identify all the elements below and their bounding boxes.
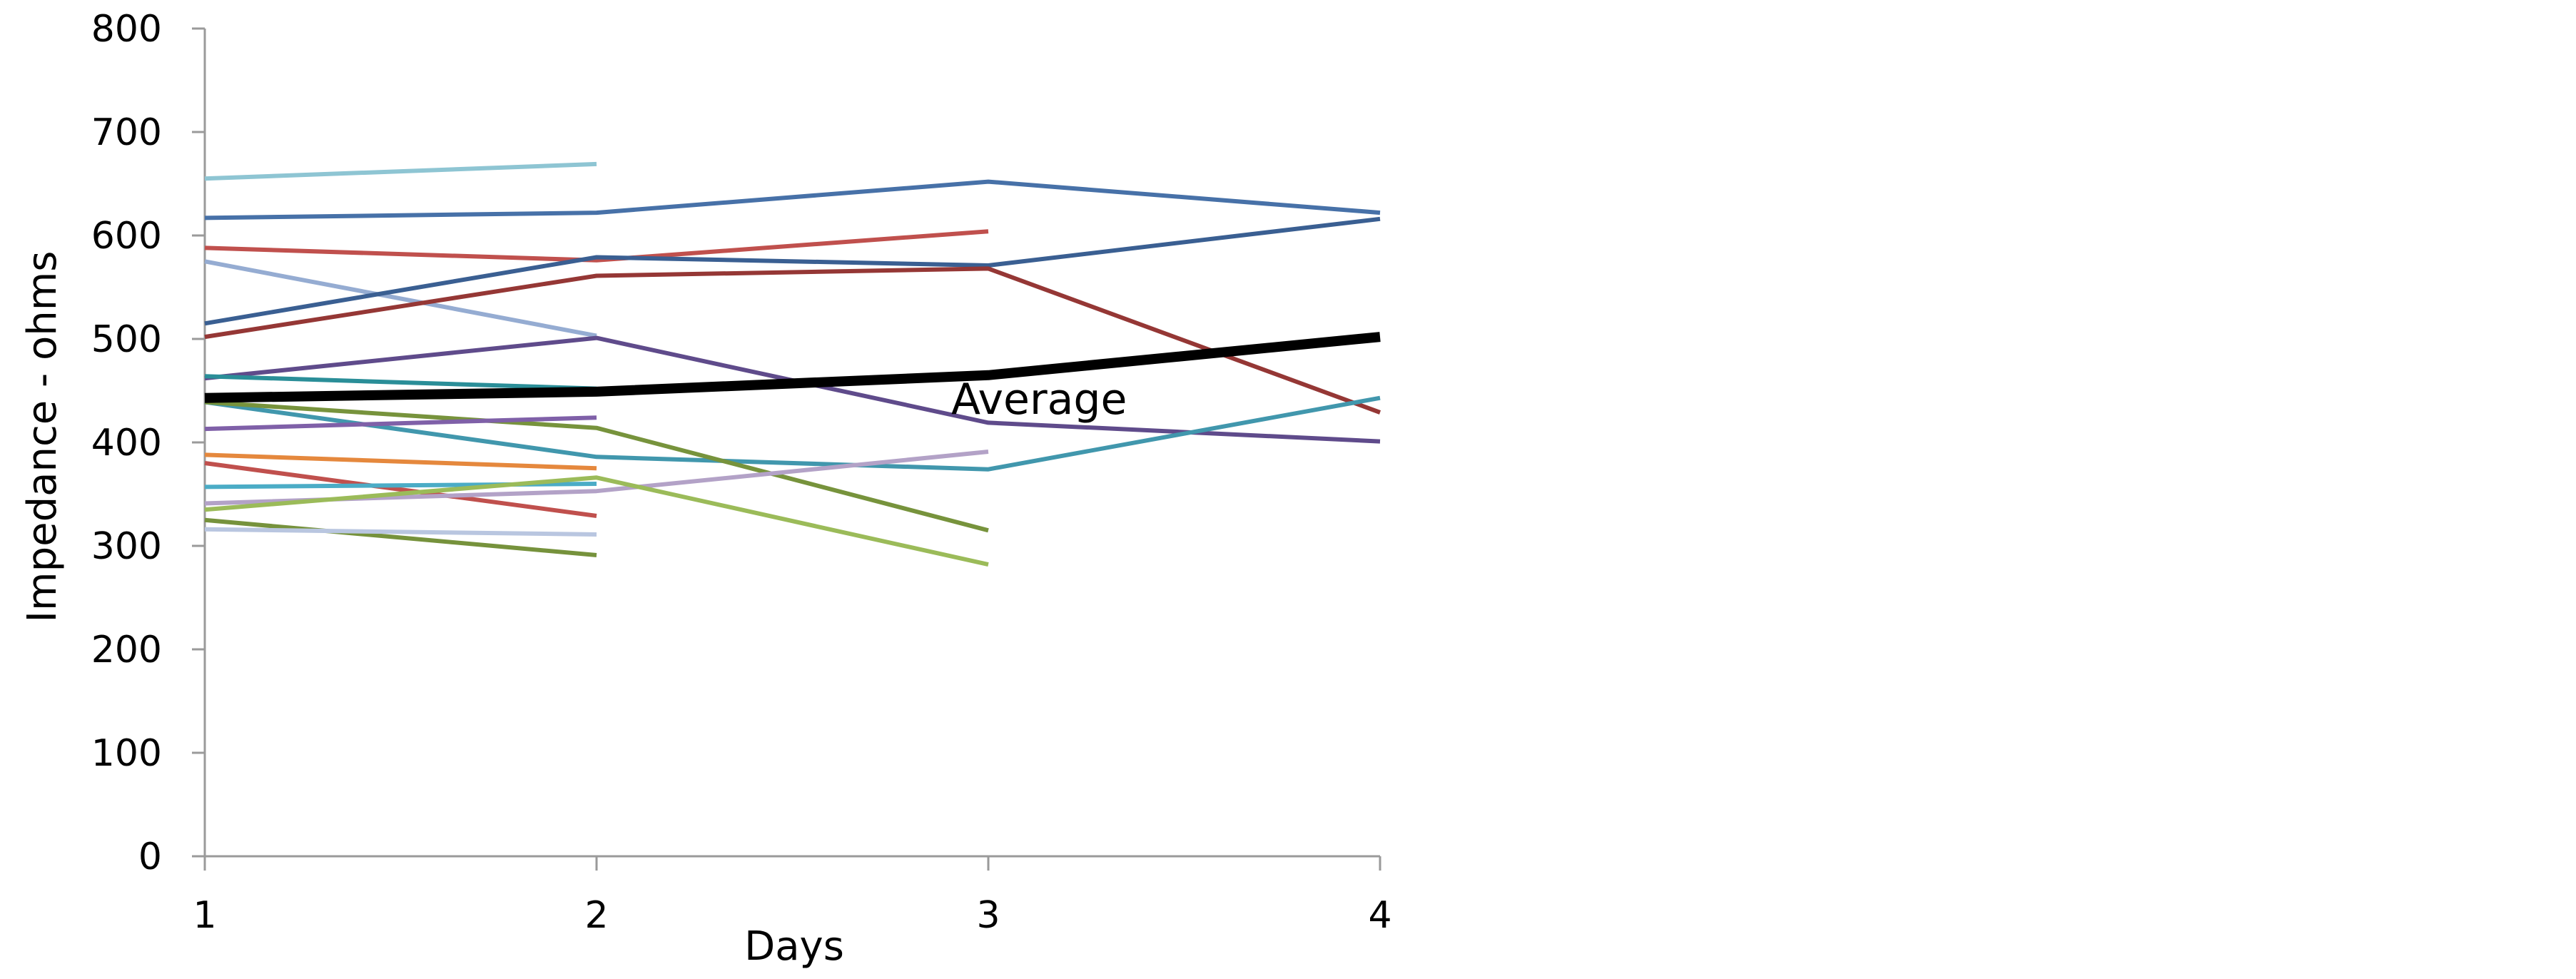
- average-annotation: Average: [951, 375, 1127, 425]
- series-line-12: [204, 452, 597, 471]
- series-line-11: [204, 415, 597, 432]
- axes: 0 100 200 300 400 500 600 700 800 1 2 3 4: [91, 8, 1392, 937]
- x-tick-label: 1: [193, 894, 216, 937]
- series-line-16: [204, 475, 989, 567]
- y-tick-label: 200: [91, 629, 162, 671]
- series-line-13: [204, 461, 597, 518]
- series-line-2: [204, 179, 1381, 220]
- y-tick-label: 500: [91, 318, 162, 361]
- y-tick-label: 600: [91, 215, 162, 258]
- y-tick-label: 800: [91, 8, 162, 51]
- average-line: [204, 332, 1381, 403]
- x-tick-label: 2: [584, 894, 608, 937]
- series-line-1: [204, 161, 597, 181]
- series-line-18: [204, 527, 597, 537]
- x-tick-label: 3: [976, 894, 1000, 937]
- y-tick-label: 700: [91, 111, 162, 154]
- labels: Impedance - ohms Days Average: [19, 251, 1127, 970]
- y-tick-label: 300: [91, 525, 162, 568]
- series-line-9: [204, 395, 1381, 472]
- y-axis-title: Impedance - ohms: [19, 251, 66, 623]
- series-line-5: [204, 216, 1381, 326]
- series-line-8: [204, 374, 597, 391]
- y-tick-label: 0: [138, 836, 162, 878]
- series-layer: [204, 161, 1381, 567]
- x-axis-title: Days: [744, 923, 844, 970]
- series-line-4: [204, 259, 597, 338]
- series-line-17: [204, 517, 597, 557]
- y-tick-label: 400: [91, 422, 162, 465]
- x-tick-label: 4: [1368, 894, 1391, 937]
- series-line-10: [204, 400, 989, 533]
- series-line-6: [204, 266, 1381, 415]
- series-line-3: [204, 229, 989, 263]
- y-tick-label: 100: [91, 732, 162, 775]
